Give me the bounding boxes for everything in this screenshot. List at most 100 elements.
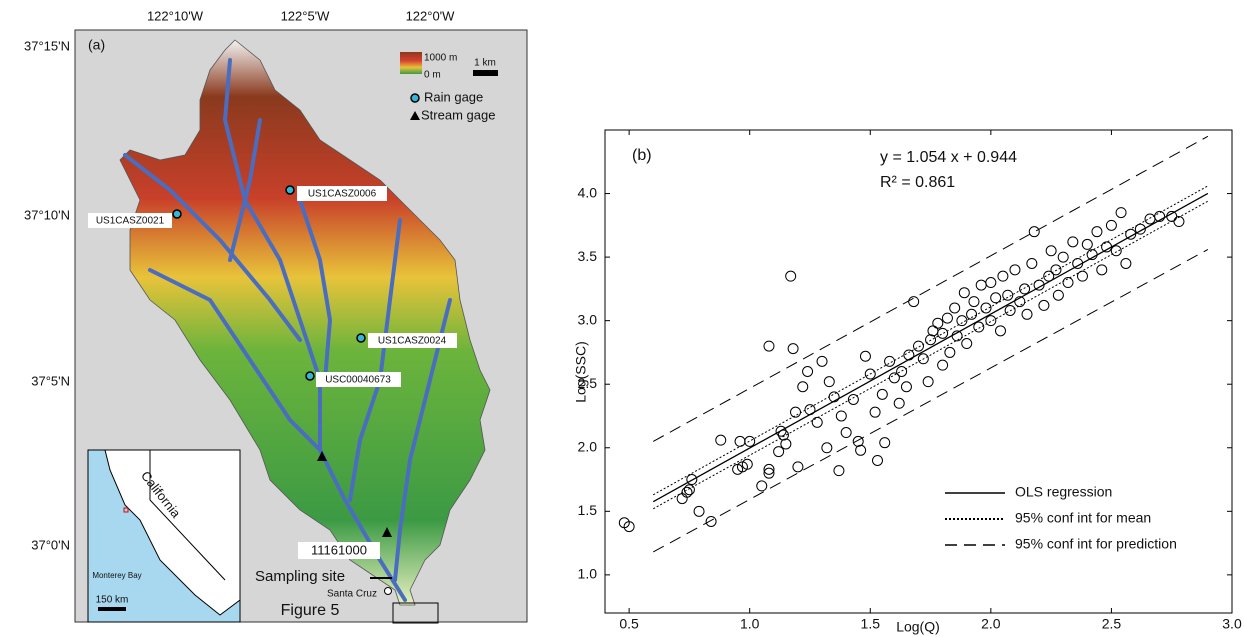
point (917, 353, 929, 365)
point (937, 359, 949, 371)
point (686, 474, 698, 486)
point (913, 340, 924, 352)
lat-label: 37°5'N (31, 373, 70, 388)
point (756, 480, 768, 492)
inset-scale-bar (98, 607, 126, 611)
point (1105, 219, 1117, 231)
interval-line (652, 200, 1209, 510)
point (821, 442, 833, 454)
x-tick-label: 2.0 (981, 616, 1001, 632)
state-border (149, 499, 226, 581)
stream-gage-icon (410, 111, 420, 120)
point (949, 302, 961, 314)
point (763, 463, 775, 475)
lat-label: 37°15'N (24, 38, 70, 53)
river (228, 118, 262, 262)
point (802, 366, 814, 377)
label-box (368, 333, 457, 348)
point (932, 317, 944, 329)
rain-gage (356, 333, 366, 343)
point (823, 376, 835, 388)
rain-gage (305, 371, 315, 381)
equation: y = 1.054 x + 0.944 (880, 149, 1017, 166)
point (1076, 270, 1088, 282)
point (1115, 207, 1127, 219)
point (908, 296, 920, 308)
inset: California Monterey Bay 150 km (87, 449, 241, 623)
label-box (297, 186, 387, 201)
point (1173, 216, 1185, 228)
point (893, 397, 905, 409)
point (864, 368, 876, 380)
interval-line (652, 135, 1209, 442)
point (876, 388, 888, 400)
point (997, 270, 1009, 282)
point (1154, 210, 1166, 222)
point (990, 292, 1002, 304)
point (869, 406, 881, 418)
y-tick-label: 2.5 (578, 375, 598, 391)
point (859, 350, 871, 362)
point (1067, 236, 1079, 248)
city-label: Santa Cruz (327, 589, 377, 600)
point (937, 327, 949, 339)
point (958, 287, 970, 299)
point (1144, 213, 1156, 225)
point (879, 437, 891, 449)
point (980, 302, 992, 314)
legend-text: 1000 m (424, 53, 457, 64)
point (1021, 308, 1033, 320)
point (1026, 257, 1038, 269)
inset-scale: 150 km (96, 595, 129, 606)
point (884, 355, 896, 367)
river (393, 298, 452, 582)
point (833, 465, 845, 477)
point (973, 321, 985, 333)
legend-text: 1 km (474, 58, 496, 69)
point (1004, 304, 1016, 316)
gages: US1CASZ0021 US1CASZ0006 US1CASZ0024 USC0… (88, 185, 457, 559)
y-tick-label: 1.0 (578, 566, 598, 582)
x-tick-label: 2.5 (1102, 616, 1122, 632)
point (816, 355, 828, 367)
river (222, 58, 407, 602)
inset-land (104, 449, 241, 616)
point (623, 521, 635, 533)
point (961, 338, 973, 350)
y-tick-label: 4.0 (578, 184, 598, 200)
point (797, 381, 809, 393)
point (896, 366, 908, 377)
gage-label: US1CASZ0006 (308, 189, 377, 200)
x-tick-label: 1.5 (861, 616, 881, 632)
point (790, 406, 802, 418)
rain-gage (172, 209, 182, 219)
point (1134, 223, 1146, 235)
point (975, 279, 987, 291)
y-tick-label: 3.5 (578, 248, 598, 264)
point (763, 467, 775, 479)
point (681, 486, 693, 498)
lon-label: 122°10'W (147, 8, 204, 23)
point (1014, 296, 1026, 308)
stream-gage (382, 527, 392, 537)
gage-label: US1CASZ0024 (378, 336, 447, 347)
point (966, 308, 978, 320)
point (683, 484, 695, 496)
point (1057, 251, 1069, 263)
point (741, 458, 753, 470)
interval-line (652, 249, 1209, 553)
watershed (119, 39, 491, 606)
point (792, 461, 804, 473)
point (903, 349, 915, 361)
x-tick-label: 1.0 (740, 616, 760, 632)
lon-label: 122°5'W (281, 8, 331, 23)
city-marker (384, 587, 392, 595)
lat-label: 37°0'N (31, 537, 70, 552)
gage-label: USC00040673 (325, 375, 391, 386)
point (941, 312, 953, 324)
scale-bar (473, 70, 498, 76)
legend-label: 95% conf int for mean (1015, 510, 1151, 526)
x-tick-label: 3.0 (1222, 616, 1242, 632)
point (985, 277, 997, 289)
